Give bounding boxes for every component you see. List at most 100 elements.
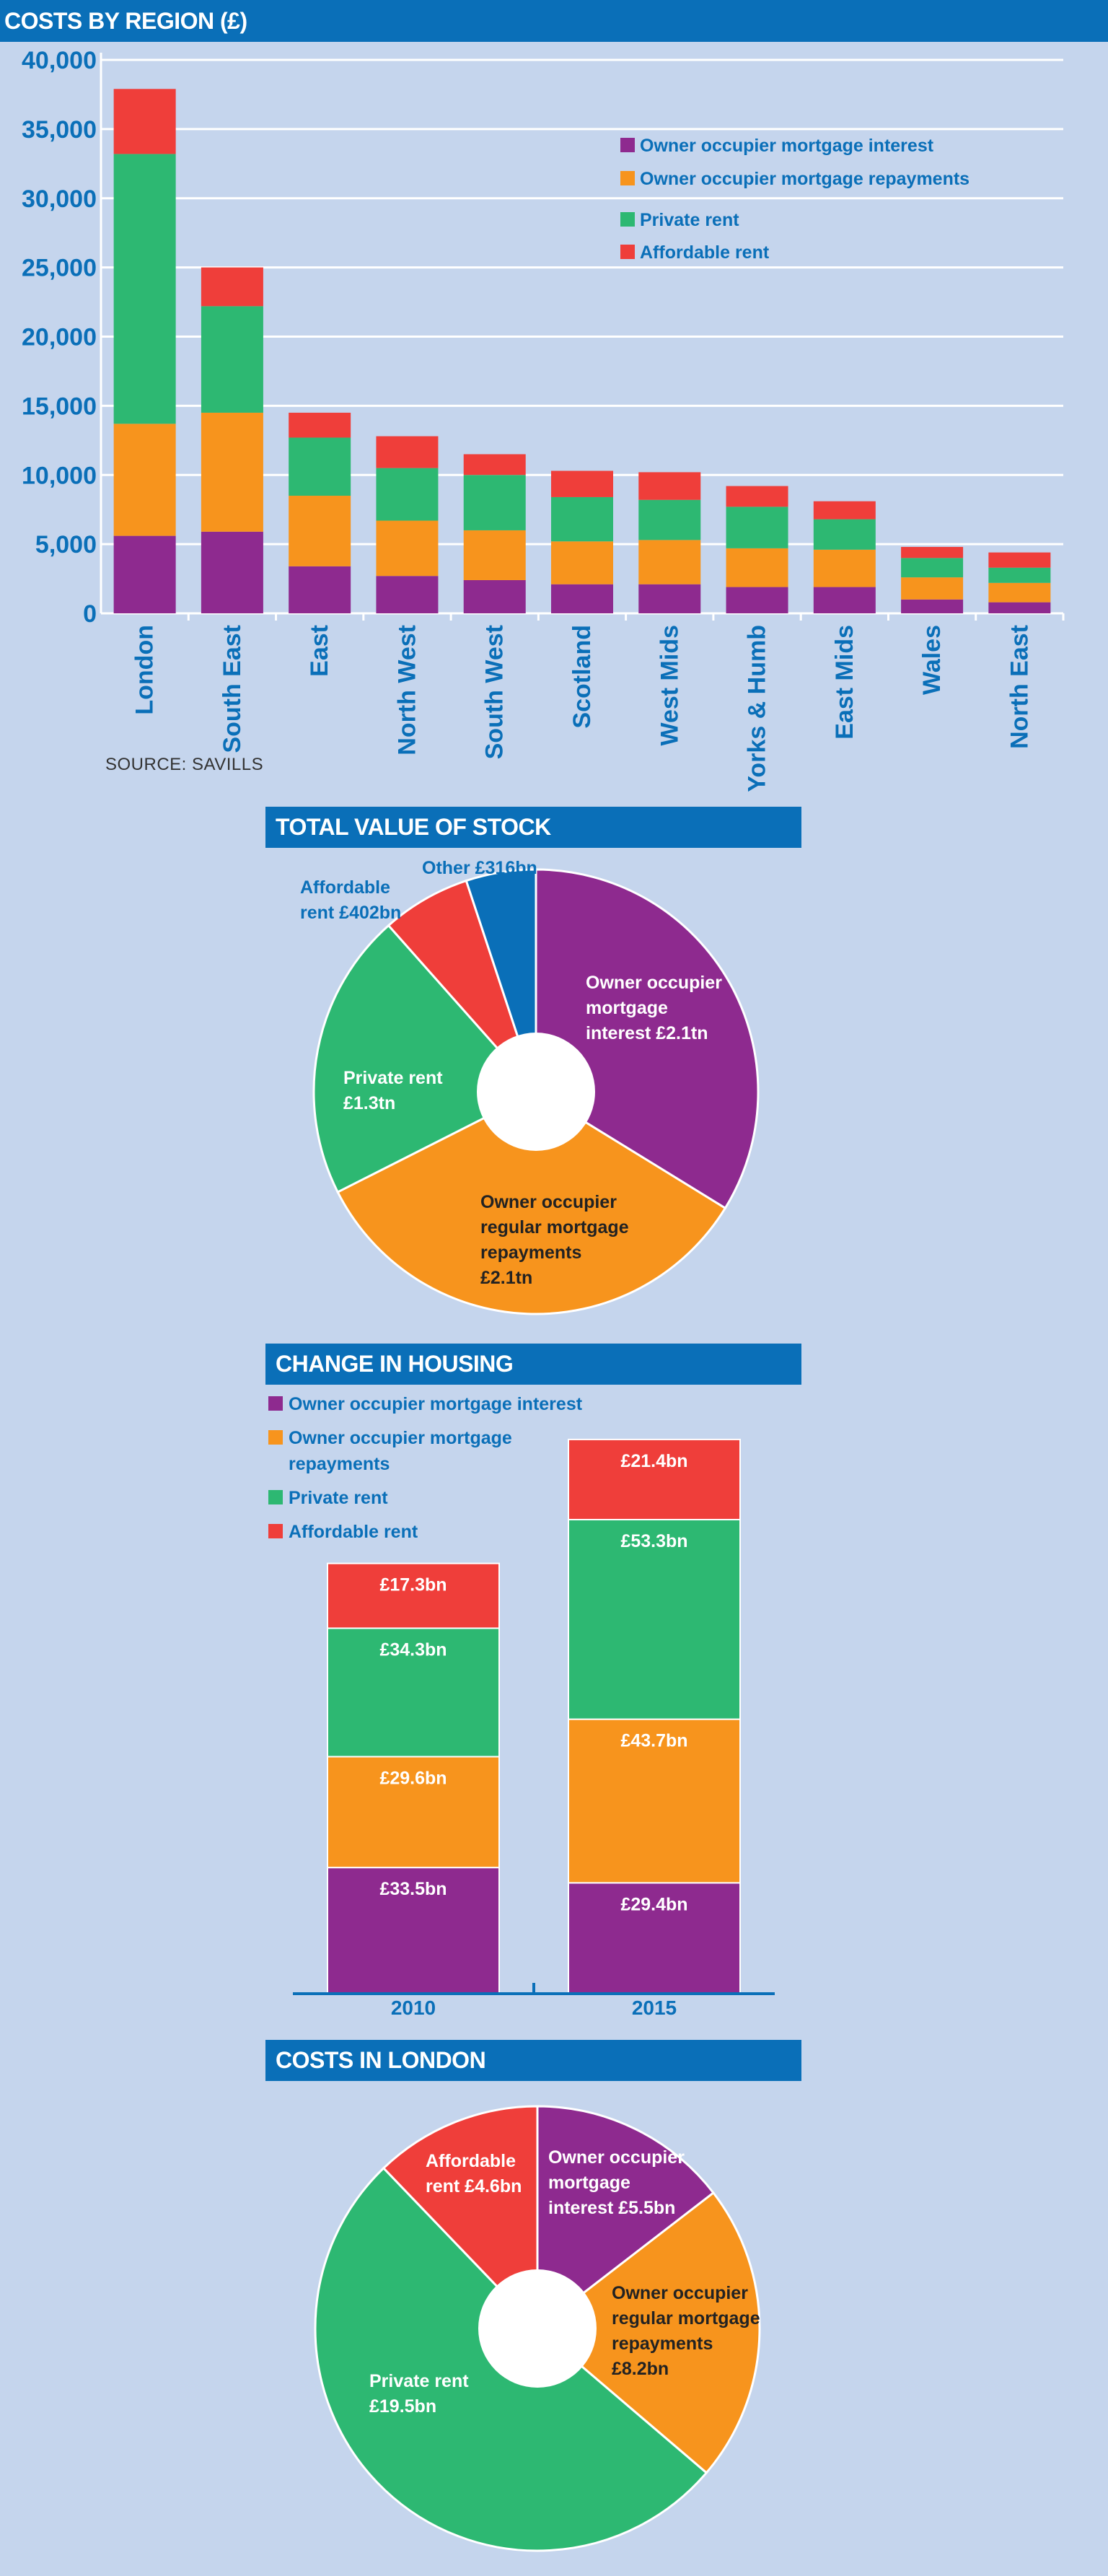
slice-label-line: Affordable	[300, 877, 390, 898]
bar-scotland-owner-occupier-mortgage-repayments	[551, 541, 613, 584]
bar-south-east-owner-occupier-mortgage-interest	[201, 531, 263, 613]
slice-label-line: rent £4.6bn	[426, 2176, 522, 2196]
y-tick-label: 0	[83, 600, 97, 628]
slice-label-line: Owner occupier	[480, 1192, 617, 1212]
bar-scotland-private-rent	[551, 496, 613, 542]
legend-swatch-owner-occupier-mortgage-repayments	[620, 171, 635, 185]
x-tick-label: London	[131, 625, 159, 715]
slice-owner-occupier	[535, 868, 760, 1210]
y-tick-label: 35,000	[22, 116, 97, 144]
bar-east-mids-owner-occupier-mortgage-interest	[813, 587, 876, 613]
bar-london-private-rent	[113, 154, 176, 424]
y-tick-label: 5,000	[35, 531, 97, 558]
slice-label-line: repayments	[480, 1243, 581, 1263]
slice-label: Affordable rent £4.6bn	[426, 2151, 522, 2196]
bar-east-mids-private-rent	[813, 519, 876, 550]
x-tick-label: South West	[481, 625, 509, 759]
donut-hole	[477, 1033, 595, 1151]
bar-value-label: £33.5bn	[379, 1879, 447, 1899]
x-tick-label: East	[306, 625, 333, 677]
slice-label-line: repayments	[612, 2334, 713, 2354]
slice-label: Owner occupier regular mortgage repayments…	[480, 1192, 629, 1288]
slice-label-line: Owner occupier	[612, 2283, 748, 2303]
bar-2010-owner-occupier-mortgage-interest	[327, 1867, 500, 1994]
legend-label-line: Owner occupier mortgage	[289, 1428, 512, 1448]
slice-label-line: £8.2bn	[612, 2359, 669, 2379]
slice-label-line: interest £2.1tn	[586, 1023, 708, 1043]
bar-north-west-owner-occupier-mortgage-repayments	[376, 520, 439, 577]
bar-2015-private-rent	[568, 1518, 741, 1720]
legend-label: Affordable rent	[289, 1522, 418, 1542]
legend-swatch-owner-occupier-mortgage-interest	[268, 1396, 283, 1411]
bar-2010-affordable-rent	[327, 1562, 500, 1629]
slice-label: Owner occupier regular mortgage repayments…	[612, 2283, 760, 2379]
legend-swatch-affordable-rent	[268, 1524, 283, 1538]
bar-west-mids-owner-occupier-mortgage-interest	[638, 584, 701, 613]
bar-north-east-owner-occupier-mortgage-repayments	[988, 582, 1051, 603]
bar-yorks-humb-owner-occupier-mortgage-repayments	[726, 548, 788, 587]
x-tick-label: Yorks & Humb	[744, 625, 771, 792]
bar-yorks-humb-affordable-rent	[726, 486, 788, 507]
x-tick-label: Scotland	[568, 625, 596, 729]
x-tick-label: North East	[1006, 625, 1033, 749]
bar-wales-private-rent	[901, 558, 964, 578]
legend-label-line: Affordable rent	[289, 1522, 418, 1542]
slice-label-line: Owner occupier	[586, 973, 722, 993]
bar-south-west-owner-occupier-mortgage-repayments	[463, 530, 526, 580]
slice-private-rent	[312, 924, 538, 1194]
slice-label: Other £316bn	[422, 858, 537, 878]
slice-label-line: mortgage	[586, 998, 668, 1018]
bar-scotland-affordable-rent	[551, 470, 613, 497]
source-note: SOURCE: SAVILLS	[105, 755, 264, 774]
slice-label: Private rent £1.3tn	[343, 1068, 443, 1113]
change-in-housing-title: CHANGE IN HOUSING	[265, 1344, 801, 1385]
bar-west-mids-affordable-rent	[638, 472, 701, 500]
legend-label-line: Private rent	[289, 1488, 388, 1508]
bar-2015-owner-occupier-mortgage-repayments	[568, 1718, 741, 1884]
slice-label-line: Other £316bn	[422, 858, 537, 878]
bar-east-owner-occupier-mortgage-interest	[289, 566, 351, 613]
bar-london-owner-occupier-mortgage-repayments	[113, 424, 176, 536]
slice-affordable	[387, 879, 537, 1092]
slice-owner-occupier	[535, 2191, 761, 2475]
legend-swatch-owner-occupier-mortgage-interest	[620, 138, 635, 152]
slice-label-line: regular mortgage	[480, 1217, 629, 1237]
bar-wales-owner-occupier-mortgage-repayments	[901, 577, 964, 600]
bar-london-affordable-rent	[113, 89, 176, 154]
y-tick-label: 30,000	[22, 185, 97, 213]
bar-value-label: £53.3bn	[620, 1531, 687, 1551]
legend-label: Affordable rent	[640, 242, 770, 263]
bar-value-label: £29.4bn	[620, 1894, 687, 1914]
bar-east-affordable-rent	[289, 412, 351, 438]
bar-south-west-affordable-rent	[463, 454, 526, 476]
legend-swatch-private-rent	[620, 212, 635, 227]
bar-west-mids-private-rent	[638, 499, 701, 540]
y-tick-label: 10,000	[22, 462, 97, 489]
bar-north-west-owner-occupier-mortgage-interest	[376, 576, 439, 613]
slice-label-line: Affordable	[426, 2151, 516, 2171]
costs-by-region-title: COSTS BY REGION (£)	[0, 0, 1108, 42]
y-tick-label: 20,000	[22, 324, 97, 351]
x-tick-label: Wales	[918, 625, 946, 695]
legend-swatch-owner-occupier-mortgage-repayments	[268, 1430, 283, 1445]
bar-west-mids-owner-occupier-mortgage-repayments	[638, 540, 701, 584]
legend-swatch-private-rent	[268, 1490, 283, 1504]
bar-wales-owner-occupier-mortgage-interest	[901, 599, 964, 613]
total-value-of-stock-title: TOTAL VALUE OF STOCK	[265, 807, 801, 848]
bar-london-owner-occupier-mortgage-interest	[113, 535, 176, 613]
donut-hole	[478, 2269, 597, 2388]
slice-affordable	[382, 2105, 539, 2331]
slice-label-line: mortgage	[548, 2173, 630, 2193]
bar-east-owner-occupier-mortgage-repayments	[289, 496, 351, 566]
legend-label-line: repayments	[289, 1454, 390, 1474]
bar-value-label: £29.6bn	[379, 1769, 447, 1789]
bar-value-label: £17.3bn	[379, 1575, 447, 1595]
costs-in-london-title: COSTS IN LONDON	[265, 2040, 801, 2081]
bar-2015-affordable-rent	[568, 1438, 741, 1520]
y-tick-label: 25,000	[22, 255, 97, 282]
legend-label: Owner occupier mortgage repayments	[289, 1428, 512, 1474]
slice-label-line: £1.3tn	[343, 1093, 395, 1113]
bar-north-west-affordable-rent	[376, 436, 439, 468]
